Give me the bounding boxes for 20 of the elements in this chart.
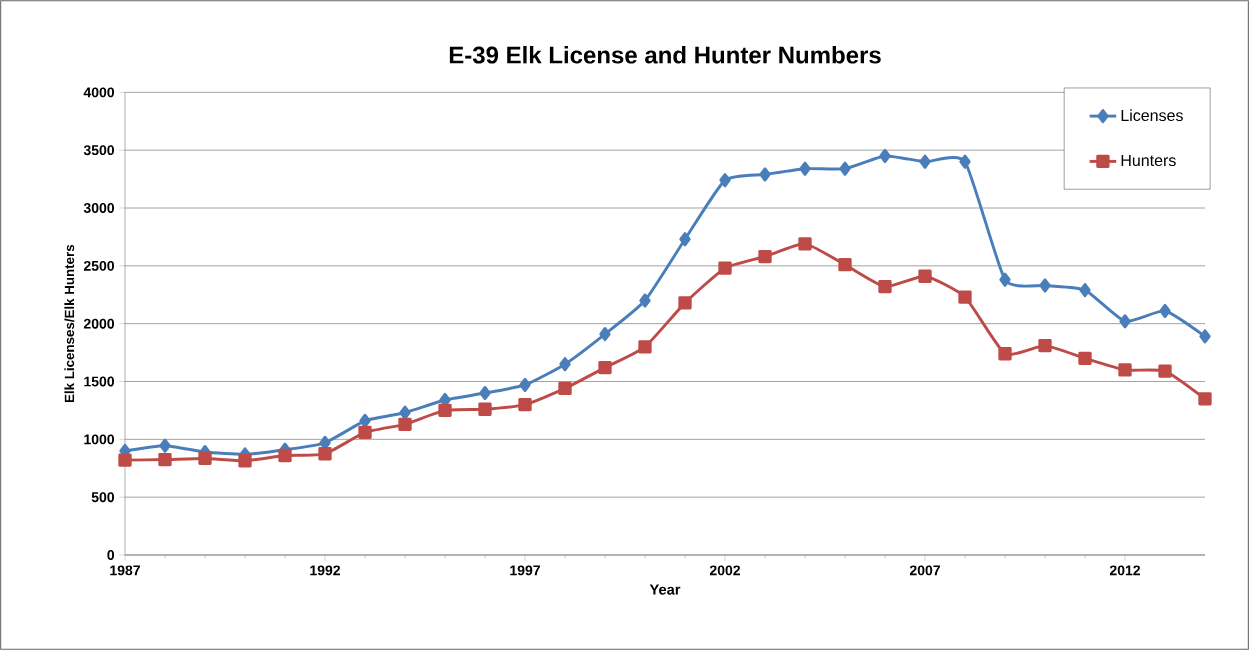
legend-label: Hunters [1121,154,1176,167]
x-tick-label: 1997 [510,565,540,576]
y-tick-label: 1000 [84,434,115,445]
x-tick-label: 2012 [1109,565,1141,576]
y-axis-title: Elk Licenses/Elk Hunters [64,244,75,403]
x-axis-title: Year [649,584,681,595]
x-tick-label: 1992 [310,565,340,576]
y-tick-label: 4000 [83,87,115,98]
legend-label: Licenses [1121,109,1183,122]
chart-title: E-39 Elk License and Hunter Numbers [449,45,881,64]
y-tick-label: 1500 [84,376,115,387]
x-tick-label: 2002 [709,565,740,576]
y-tick-label: 0 [107,550,115,560]
x-tick-label: 2007 [909,565,940,576]
x-tick-label: 1987 [110,565,140,576]
y-tick-label: 2000 [83,318,115,329]
y-tick-label: 500 [91,492,115,503]
y-tick-label: 3500 [83,145,115,156]
y-tick-label: 3000 [83,203,115,213]
y-tick-label: 2500 [83,260,115,271]
